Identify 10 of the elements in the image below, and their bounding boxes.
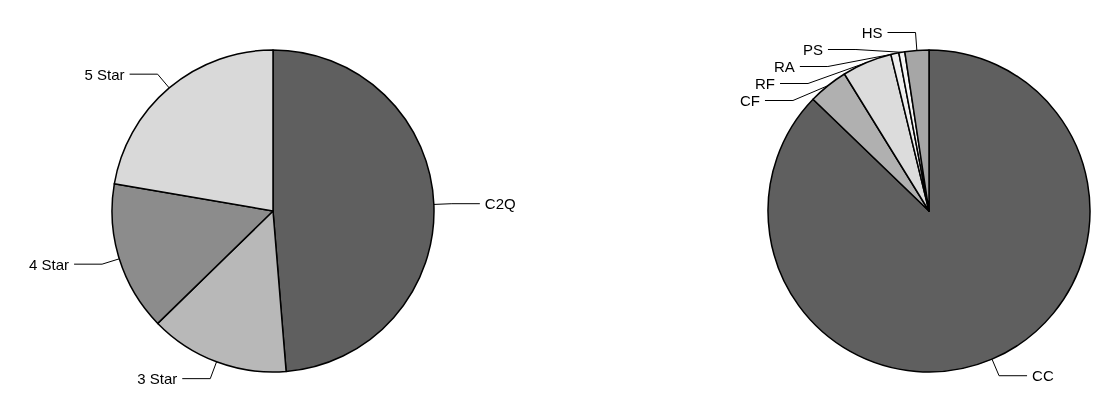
slice-label: C2Q <box>484 195 516 213</box>
slice-label: RA <box>774 58 795 76</box>
slice-label: CC <box>1032 367 1054 385</box>
slice-label: 3 Star <box>137 370 178 388</box>
slice-label: 5 Star <box>84 65 125 83</box>
slice-label: HS <box>861 24 883 42</box>
slice-label: RF <box>755 75 776 93</box>
slice-label: 4 Star <box>29 255 70 273</box>
slice-label: CF <box>739 92 760 110</box>
slice-label: PS <box>802 41 823 59</box>
